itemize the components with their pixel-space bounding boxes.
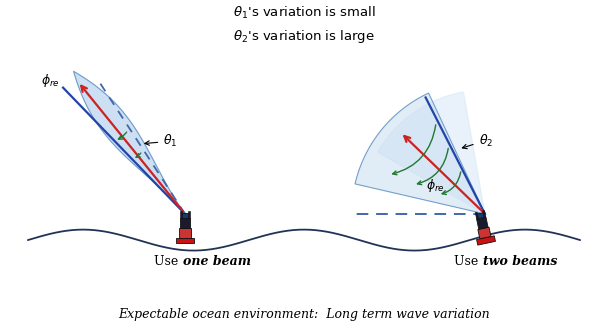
Text: $\theta_1$: $\theta_1$	[145, 133, 178, 149]
FancyBboxPatch shape	[179, 228, 191, 238]
Text: Use: Use	[154, 255, 182, 268]
Text: $\theta_2$: $\theta_2$	[463, 132, 493, 149]
FancyBboxPatch shape	[478, 227, 491, 239]
Text: two beams: two beams	[483, 255, 557, 268]
FancyBboxPatch shape	[475, 212, 478, 219]
FancyBboxPatch shape	[188, 211, 190, 218]
FancyBboxPatch shape	[477, 217, 488, 229]
FancyBboxPatch shape	[476, 213, 485, 219]
Text: Expectable ocean environment:  Long term wave variation: Expectable ocean environment: Long term …	[118, 308, 490, 321]
FancyBboxPatch shape	[180, 218, 190, 228]
Text: $\theta_1$'s variation is small: $\theta_1$'s variation is small	[233, 5, 375, 21]
Text: $\phi_{re}$: $\phi_{re}$	[426, 176, 444, 194]
Text: $\theta_2$'s variation is large: $\theta_2$'s variation is large	[233, 28, 375, 45]
FancyBboxPatch shape	[180, 211, 182, 218]
FancyBboxPatch shape	[181, 213, 189, 218]
Polygon shape	[355, 93, 485, 214]
Polygon shape	[74, 71, 185, 214]
Text: one beam: one beam	[182, 255, 250, 268]
FancyBboxPatch shape	[483, 211, 486, 217]
Text: Use: Use	[454, 255, 483, 268]
Polygon shape	[378, 92, 485, 214]
Text: $\phi_{re}$: $\phi_{re}$	[41, 72, 60, 89]
FancyBboxPatch shape	[176, 238, 194, 243]
FancyBboxPatch shape	[477, 236, 496, 245]
